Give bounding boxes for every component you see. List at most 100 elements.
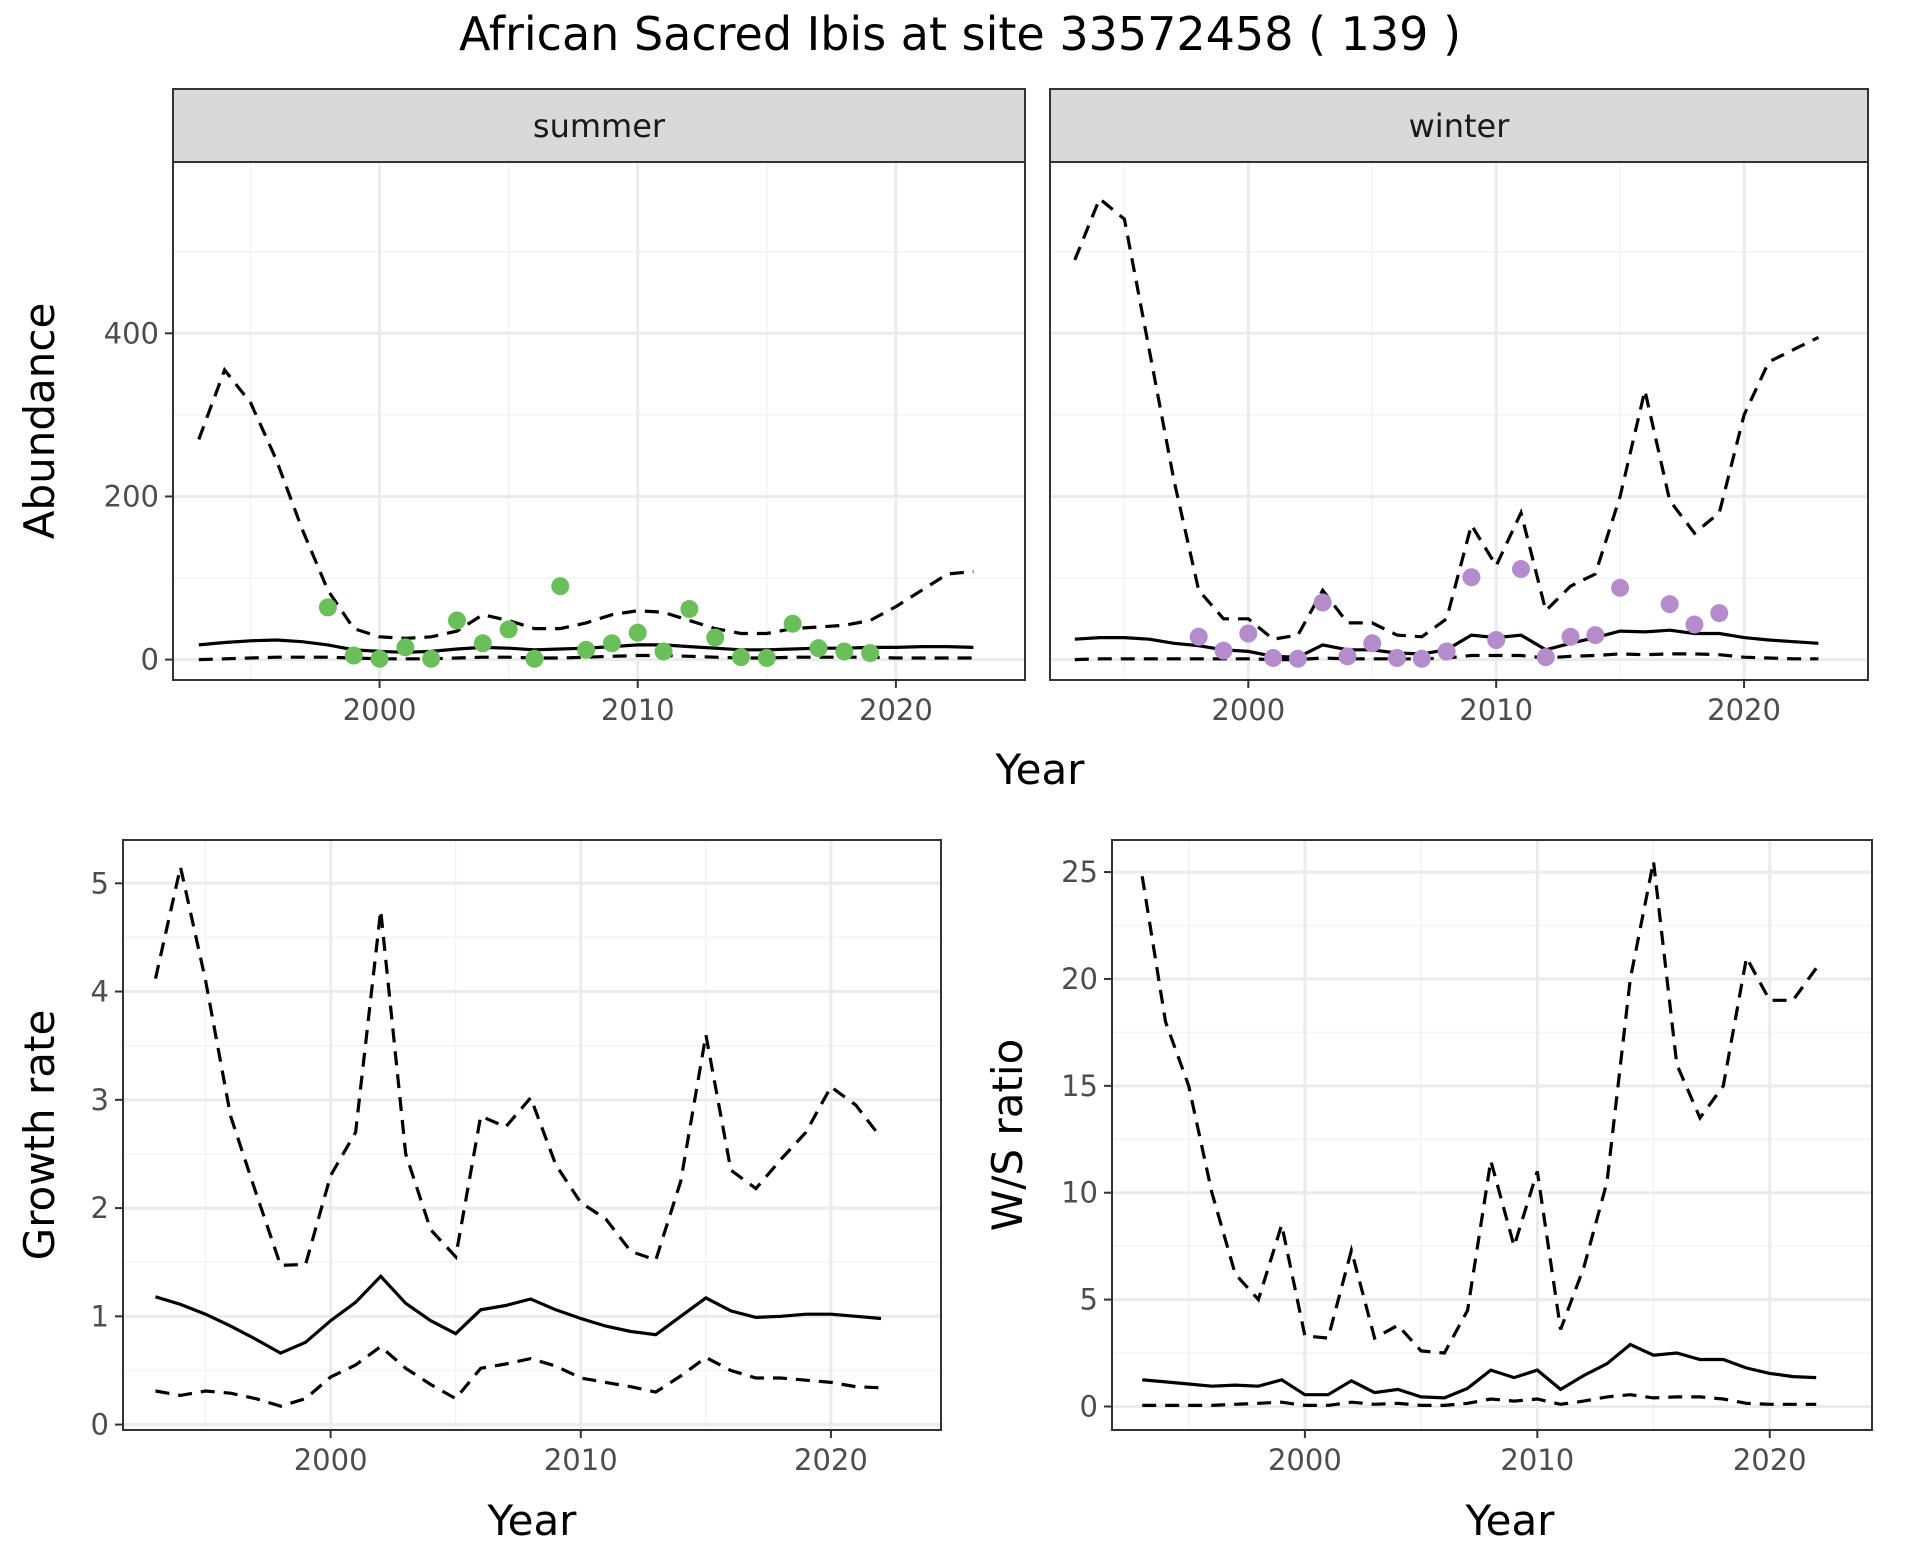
y-tick-label: 0 (141, 643, 159, 677)
data-point (680, 600, 699, 619)
data-point (396, 638, 415, 657)
upper-bound-line (1140, 861, 1818, 1355)
facet-label-winter: winter (1409, 107, 1511, 145)
y-tick-label: 15 (1061, 1069, 1098, 1103)
panel-summer: summer 2000 2010 2020 0 200 400 (104, 88, 1026, 727)
ws-ratio-x-axis-title: Year (1465, 1496, 1556, 1545)
facet-strip-winter (1049, 88, 1869, 163)
y-tick-label: 0 (91, 1408, 109, 1442)
upper-bound-line (1073, 196, 1820, 641)
data-point (628, 623, 647, 642)
y-ticks-growth-rate: 0 1 2 3 4 5 (91, 866, 123, 1442)
lower-bound-line (1142, 1393, 1817, 1408)
abundance-x-axis-title: Year (995, 745, 1086, 794)
upper-bound-line (197, 366, 974, 641)
plot-border-ws-ratio (1111, 839, 1873, 1431)
plot-border-growth-rate (122, 839, 942, 1431)
lower-bound-line (155, 1344, 882, 1408)
upper-bound-line (153, 866, 883, 1268)
y-tick-label: 10 (1061, 1176, 1098, 1210)
data-point (1412, 649, 1431, 668)
x-tick-label: 2020 (1707, 693, 1781, 727)
data-point (1536, 648, 1555, 667)
growth-rate-y-axis-title: Growth rate (15, 1010, 64, 1261)
x-tick-label: 2000 (343, 693, 417, 727)
series-ws-ratio (1140, 861, 1818, 1408)
y-tick-label: 5 (1080, 1283, 1098, 1317)
data-point (1611, 578, 1630, 597)
data-point (1561, 627, 1580, 646)
plot-border-winter (1049, 161, 1869, 681)
main-title: African Sacred Ibis at site 33572458 ( 1… (459, 7, 1461, 61)
x-tick-label: 2010 (1459, 693, 1533, 727)
x-tick-label: 2010 (1500, 1443, 1574, 1477)
data-point (448, 611, 466, 630)
x-tick-label: 2010 (544, 1443, 618, 1477)
data-point (1487, 631, 1506, 650)
data-point (1239, 624, 1258, 643)
data-point (370, 649, 389, 668)
facet-label-summer: summer (533, 107, 666, 145)
y-tick-label: 2 (91, 1191, 109, 1225)
data-point (602, 634, 621, 653)
x-ticks-growth-rate: 2000 2010 2020 (294, 1430, 868, 1477)
data-point (318, 598, 337, 617)
panel-winter: winter 2000 2010 2020 (1049, 88, 1869, 727)
data-point (1388, 648, 1407, 667)
data-point (1338, 647, 1357, 666)
x-tick-label: 2000 (1211, 693, 1285, 727)
data-point (757, 648, 776, 667)
y-ticks-summer: 0 200 400 (104, 316, 173, 677)
facet-strip-summer (172, 88, 1026, 163)
x-ticks-winter: 2000 2010 2020 (1211, 680, 1781, 727)
y-tick-label: 25 (1061, 855, 1098, 889)
panel-growth-rate: 2000 2010 2020 0 1 2 3 4 5 (91, 839, 942, 1477)
data-point (783, 614, 802, 633)
y-tick-label: 3 (91, 1083, 109, 1117)
grid-growth-rate (123, 840, 941, 1430)
data-point (1288, 649, 1307, 668)
y-tick-label: 4 (91, 975, 109, 1009)
median-line (1142, 1342, 1817, 1400)
data-point (1685, 615, 1704, 634)
data-point (422, 649, 441, 668)
abundance-y-axis-title: Abundance (15, 303, 64, 540)
y-ticks-ws-ratio: 0 5 10 15 20 25 (1061, 855, 1112, 1423)
y-tick-label: 1 (91, 1299, 109, 1333)
x-tick-label: 2010 (601, 693, 675, 727)
median-line (155, 1273, 882, 1355)
data-point (654, 642, 673, 661)
ws-ratio-y-axis-title: W/S ratio (983, 1039, 1032, 1232)
y-tick-label: 5 (91, 866, 109, 900)
panel-ws-ratio: 2000 2010 2020 0 5 10 15 20 25 (1061, 839, 1873, 1477)
data-point (499, 620, 518, 639)
data-point (1214, 641, 1233, 660)
data-point (835, 642, 854, 661)
data-point (344, 646, 363, 665)
data-point (1264, 648, 1283, 667)
y-tick-label: 0 (1080, 1389, 1098, 1423)
x-tick-label: 2020 (794, 1443, 868, 1477)
data-point (706, 628, 725, 647)
data-point (551, 577, 570, 596)
growth-rate-x-axis-title: Year (487, 1496, 578, 1545)
data-point (525, 649, 544, 668)
x-ticks-ws-ratio: 2000 2010 2020 (1268, 1430, 1807, 1477)
data-point (1313, 593, 1332, 612)
grid-ws-ratio (1112, 840, 1872, 1430)
data-point (732, 648, 750, 667)
y-tick-label: 20 (1061, 962, 1098, 996)
y-tick-label: 400 (104, 316, 159, 350)
data-point (809, 639, 828, 658)
data-point (1189, 627, 1208, 646)
x-tick-label: 2000 (1268, 1443, 1342, 1477)
series-summer (197, 366, 974, 668)
x-tick-label: 2020 (859, 693, 933, 727)
data-point (577, 640, 596, 659)
data-point (1462, 568, 1481, 587)
grid-summer (173, 162, 1026, 680)
data-point (861, 644, 880, 663)
plot-border-summer (172, 161, 1026, 681)
data-point (1437, 642, 1456, 661)
